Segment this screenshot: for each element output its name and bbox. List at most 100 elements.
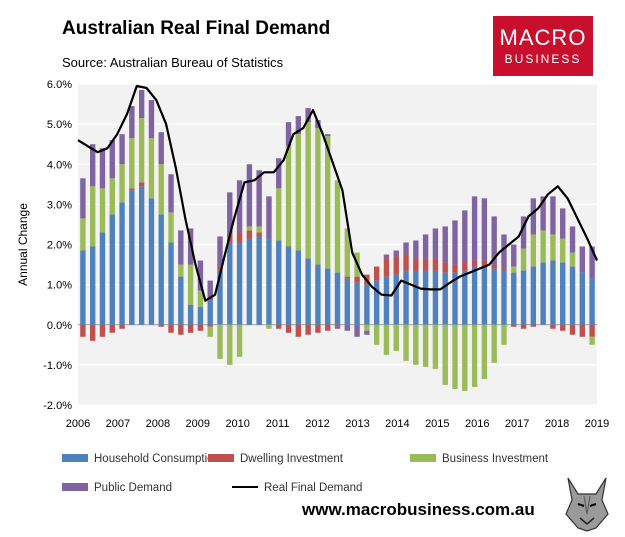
bar-business-investment: [442, 324, 448, 385]
y-tick-label: 2.0%: [47, 240, 72, 252]
legend-dwelling-investment-swatch: [208, 454, 234, 462]
bar-public-demand: [442, 226, 448, 263]
bar-dwelling-investment: [579, 324, 586, 337]
bar-public-demand: [550, 196, 556, 235]
bar-dwelling-investment: [501, 268, 507, 271]
bar-dwelling-investment: [99, 324, 106, 337]
bar-household-consumption: [138, 186, 145, 325]
x-tick-label: 2018: [545, 418, 569, 430]
y-tick-label: 6.0%: [47, 79, 72, 91]
logo-line-2: BUSINESS: [504, 52, 582, 66]
bar-business-investment: [80, 218, 86, 251]
bar-dwelling-investment: [589, 324, 595, 337]
bar-public-demand: [481, 198, 488, 261]
bar-public-demand: [276, 158, 282, 189]
bar-business-investment: [236, 324, 243, 357]
bar-household-consumption: [89, 246, 96, 325]
website-url: www.macrobusiness.com.au: [302, 500, 535, 519]
legend-public-demand-label: Public Demand: [94, 482, 172, 494]
bar-public-demand: [560, 208, 566, 239]
bar-household-consumption: [540, 262, 546, 325]
x-tick-label: 2014: [385, 418, 409, 430]
bar-household-consumption: [119, 202, 125, 325]
bar-dwelling-investment: [354, 276, 360, 283]
wolf-logo-icon: [562, 474, 612, 532]
bar-public-demand: [217, 236, 223, 267]
bar-public-demand: [246, 164, 253, 227]
bar-household-consumption: [158, 214, 164, 325]
y-tick-label: 3.0%: [47, 199, 72, 211]
macrobusiness-logo: MACRO BUSINESS: [493, 16, 593, 76]
x-tick-label: 2008: [146, 418, 170, 430]
legend-public-demand-swatch: [62, 483, 88, 491]
bar-public-demand: [236, 180, 243, 233]
bar-dwelling-investment: [471, 260, 478, 267]
bar-dwelling-investment: [432, 258, 439, 271]
bar-business-investment: [383, 324, 390, 355]
bar-household-consumption: [511, 272, 517, 325]
bar-public-demand: [511, 244, 517, 267]
bar-household-consumption: [80, 250, 86, 325]
bar-dwelling-investment: [89, 324, 96, 341]
bar-household-consumption: [276, 240, 282, 325]
bar-household-consumption: [197, 306, 204, 325]
bar-public-demand: [530, 198, 537, 235]
bar-business-investment: [560, 238, 566, 263]
bar-public-demand: [178, 230, 184, 265]
bar-business-investment: [471, 324, 478, 387]
bar-household-consumption: [530, 266, 537, 325]
bar-public-demand: [109, 140, 115, 179]
x-tick-label: 2012: [305, 418, 329, 430]
x-tick-label: 2006: [66, 418, 90, 430]
bar-dwelling-investment: [197, 324, 204, 331]
bar-public-demand: [364, 330, 370, 335]
bar-business-investment: [266, 324, 272, 329]
y-tick-label: 5.0%: [47, 119, 72, 131]
bar-business-investment: [462, 324, 468, 391]
bar-dwelling-investment: [511, 324, 517, 327]
bar-public-demand: [422, 234, 429, 259]
x-tick-label: 2007: [106, 418, 130, 430]
bar-household-consumption: [442, 272, 448, 325]
bar-business-investment: [432, 324, 439, 369]
bar-household-consumption: [285, 246, 292, 325]
bar-business-investment: [109, 178, 115, 215]
bar-business-investment: [187, 264, 194, 305]
bar-dwelling-investment: [403, 254, 409, 271]
bar-public-demand: [579, 246, 586, 273]
bar-business-investment: [276, 188, 282, 241]
bar-household-consumption: [99, 232, 106, 325]
legend-household-consumption-swatch: [62, 454, 88, 462]
bar-household-consumption: [246, 238, 253, 325]
x-tick-label: 2009: [186, 418, 210, 430]
bar-public-demand: [168, 174, 174, 213]
x-tick-label: 2010: [225, 418, 249, 430]
bar-household-consumption: [187, 304, 194, 325]
bar-business-investment: [227, 324, 233, 365]
x-tick-label: 2011: [266, 418, 290, 430]
bar-public-demand: [334, 326, 341, 329]
bar-household-consumption: [148, 198, 155, 325]
bar-dwelling-investment: [452, 264, 458, 273]
bar-household-consumption: [403, 270, 409, 325]
bar-household-consumption: [129, 190, 135, 325]
bar-dwelling-investment: [491, 264, 497, 269]
bar-dwelling-investment: [481, 260, 488, 267]
bar-dwelling-investment: [256, 232, 262, 237]
chart-subtitle: Source: Australian Bureau of Statistics: [62, 55, 284, 70]
bar-household-consumption: [217, 270, 223, 325]
bar-business-investment: [403, 324, 409, 361]
bar-business-investment: [138, 118, 145, 183]
bar-public-demand: [491, 216, 497, 265]
bar-business-investment: [246, 226, 253, 231]
bar-business-investment: [285, 146, 292, 247]
bar-dwelling-investment: [178, 324, 184, 335]
legend-dwelling-investment-label: Dwelling Investment: [240, 453, 344, 465]
bar-dwelling-investment: [295, 324, 302, 337]
bar-business-investment: [530, 234, 537, 267]
bar-public-demand: [207, 280, 213, 301]
bar-household-consumption: [579, 272, 586, 325]
bar-dwelling-investment: [393, 256, 399, 275]
bar-public-demand: [393, 250, 399, 257]
bar-business-investment: [197, 290, 204, 307]
